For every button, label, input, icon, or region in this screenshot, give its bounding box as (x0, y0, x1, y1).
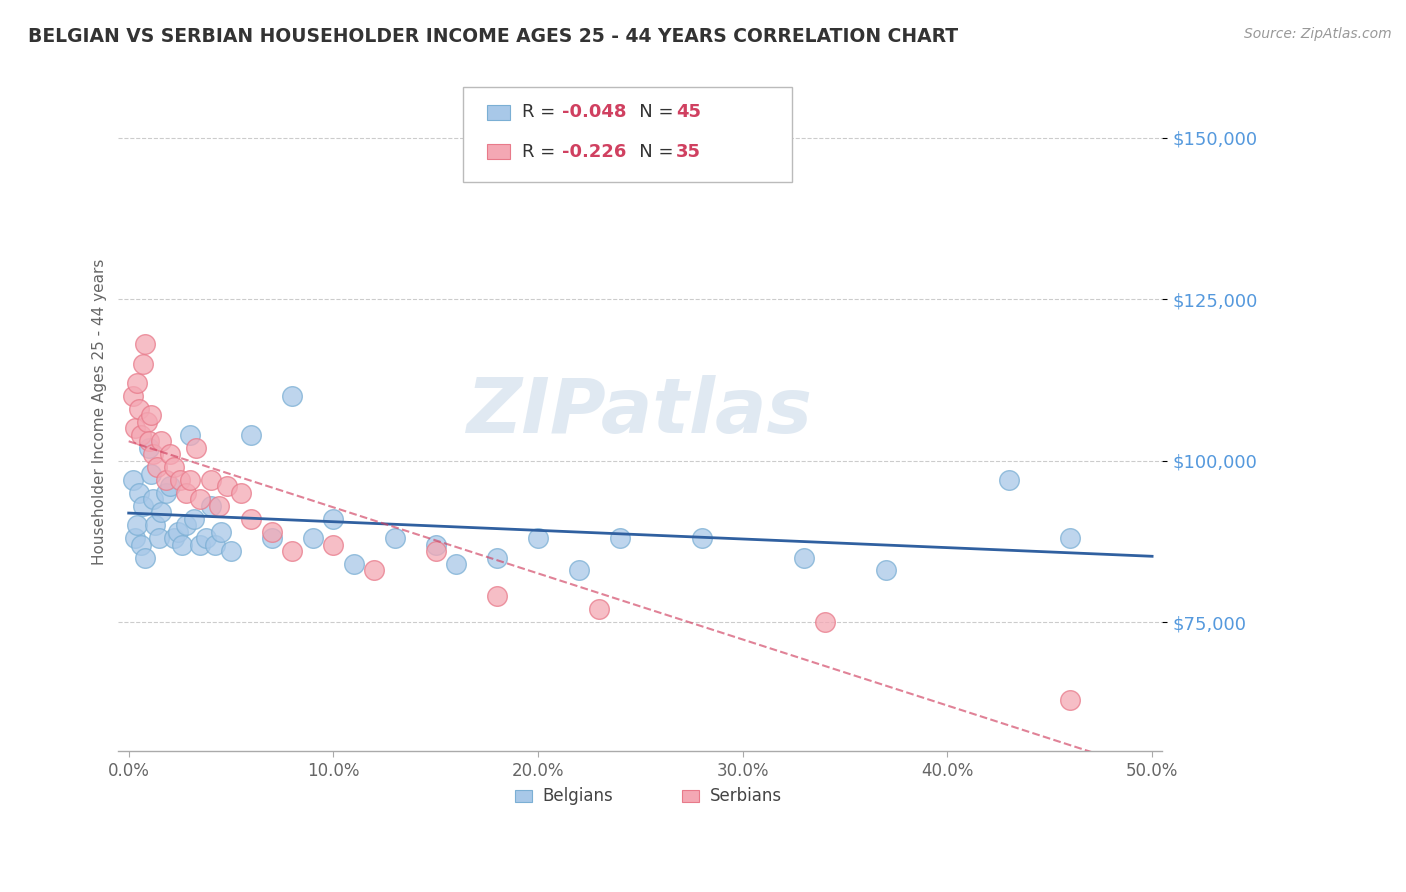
Point (125, 518, 148, 533)
Point (138, 441, 160, 455)
Point (231, 486, 253, 500)
Point (179, 473, 201, 487)
Point (169, 473, 191, 487)
Text: R =: R = (523, 103, 561, 121)
Point (240, 427, 263, 442)
Point (129, 538, 152, 552)
Point (281, 544, 304, 558)
Text: N =: N = (621, 143, 679, 161)
Point (150, 434, 173, 449)
Point (188, 492, 211, 507)
Point (690, 531, 713, 545)
Point (121, 389, 143, 403)
Point (875, 563, 897, 577)
Point (444, 557, 467, 571)
Point (998, 473, 1021, 487)
Point (128, 401, 150, 416)
Point (166, 524, 188, 539)
Text: BELGIAN VS SERBIAN HOUSEHOLDER INCOME AGES 25 - 44 YEARS CORRELATION CHART: BELGIAN VS SERBIAN HOUSEHOLDER INCOME AG… (28, 27, 959, 45)
Point (183, 512, 205, 526)
Point (132, 499, 155, 513)
Point (136, 415, 159, 429)
FancyBboxPatch shape (682, 790, 699, 802)
Text: 45: 45 (676, 103, 700, 121)
Point (155, 473, 177, 487)
Point (343, 557, 366, 571)
Point (1059, 692, 1081, 706)
Point (143, 518, 166, 533)
Point (425, 544, 447, 558)
Point (163, 460, 186, 475)
FancyBboxPatch shape (486, 145, 510, 159)
Y-axis label: Householder Income Ages 25 - 44 years: Householder Income Ages 25 - 44 years (93, 259, 107, 566)
Point (486, 550, 509, 565)
Point (129, 427, 152, 442)
Text: N =: N = (621, 103, 679, 121)
Point (124, 421, 146, 435)
Point (186, 441, 208, 455)
Text: Belgians: Belgians (543, 787, 613, 805)
Point (138, 434, 160, 449)
Point (204, 538, 226, 552)
Point (195, 531, 218, 545)
Point (179, 427, 201, 442)
Point (146, 460, 169, 475)
Point (170, 538, 193, 552)
Text: Source: ZipAtlas.com: Source: ZipAtlas.com (1244, 27, 1392, 41)
Point (609, 531, 631, 545)
Point (215, 479, 238, 493)
Point (141, 467, 163, 481)
Point (260, 524, 283, 539)
Point (174, 518, 197, 533)
Point (174, 486, 197, 500)
FancyBboxPatch shape (486, 105, 510, 120)
FancyBboxPatch shape (463, 87, 792, 181)
Point (141, 409, 163, 423)
Point (159, 479, 181, 493)
Point (200, 473, 222, 487)
Point (155, 486, 177, 500)
Point (425, 538, 447, 552)
Point (128, 486, 150, 500)
Point (150, 505, 173, 519)
Point (188, 538, 211, 552)
Point (322, 512, 344, 526)
Text: Serbians: Serbians (710, 787, 782, 805)
Point (159, 447, 181, 461)
Point (121, 473, 143, 487)
Point (148, 531, 170, 545)
Point (813, 615, 835, 629)
Point (134, 337, 156, 351)
Point (134, 550, 156, 565)
Text: 35: 35 (676, 143, 700, 161)
Point (240, 512, 263, 526)
Point (384, 531, 406, 545)
Point (527, 531, 550, 545)
FancyBboxPatch shape (515, 790, 531, 802)
Point (793, 550, 815, 565)
Text: R =: R = (523, 143, 561, 161)
Point (209, 524, 232, 539)
Point (142, 447, 165, 461)
Point (260, 531, 283, 545)
Point (363, 563, 385, 577)
Point (142, 492, 165, 507)
Point (163, 531, 186, 545)
Point (302, 531, 325, 545)
Point (200, 499, 222, 513)
Text: -0.048: -0.048 (562, 103, 627, 121)
Point (1059, 531, 1081, 545)
Point (281, 389, 304, 403)
Text: ZIPatlas: ZIPatlas (467, 376, 814, 450)
Point (568, 563, 591, 577)
Point (588, 602, 610, 616)
Point (132, 357, 155, 371)
Point (208, 499, 231, 513)
Point (124, 531, 146, 545)
Text: -0.226: -0.226 (562, 143, 627, 161)
Point (125, 376, 148, 390)
Point (219, 544, 242, 558)
Point (322, 538, 344, 552)
Point (486, 589, 509, 603)
